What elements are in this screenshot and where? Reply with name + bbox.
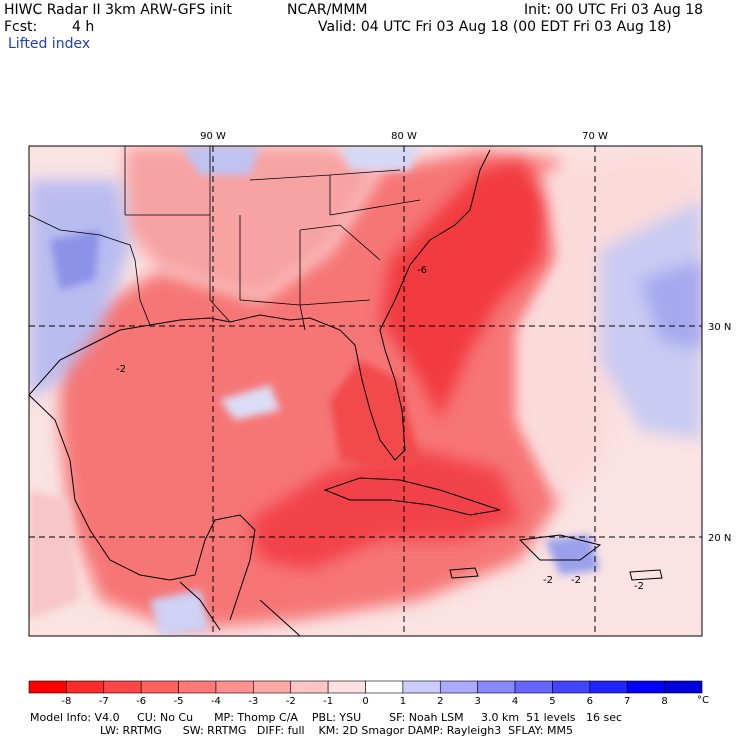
- lon-label-70w: 70 W: [582, 131, 608, 142]
- gulf-coast: [29, 149, 491, 461]
- colorbar-swatch: [66, 680, 105, 694]
- colorbar-swatch: [365, 680, 404, 694]
- colorbar-tick-label: 2: [437, 696, 443, 707]
- lon-label-90w: 90 W: [200, 131, 226, 142]
- colorbar-swatch: [290, 680, 329, 694]
- colorbar-swatch: [402, 680, 441, 694]
- contour-label: -2: [634, 581, 644, 592]
- colorbar-tick-label: 4: [512, 696, 518, 707]
- graticule: [29, 146, 702, 636]
- contour-label: -2: [116, 364, 126, 375]
- colorbar-swatch: [327, 680, 366, 694]
- colorbar-swatch: [589, 680, 628, 694]
- colorbar-tick-label: 5: [549, 696, 555, 707]
- contour-labels: -2 -6 -2 -2 -2: [116, 265, 644, 592]
- colorbar-tick-label: -3: [248, 696, 258, 707]
- state-borders-north: [209, 146, 401, 215]
- colorbar-swatches: [28, 680, 703, 694]
- colorbar-tick-label: -6: [136, 696, 146, 707]
- instability-zone-light-north: [125, 146, 380, 300]
- stable-zone-mexico: [29, 490, 80, 620]
- stable-zone-central-america: [150, 590, 210, 636]
- stable-zone-east-ocean: [600, 200, 702, 440]
- colorbar-tick-label: 7: [624, 696, 630, 707]
- stable-zone-hispaniola: [545, 535, 600, 575]
- stable-zone-east-ocean-core: [640, 260, 702, 350]
- colorbar-tick-label: -2: [286, 696, 296, 707]
- coastlines: [29, 149, 663, 636]
- colorbar-tick-label: 1: [400, 696, 406, 707]
- colorbar-swatch: [439, 680, 478, 694]
- puerto-rico-coast: [629, 569, 663, 581]
- colorbar-tick-label: -8: [61, 696, 71, 707]
- instability-zone-strong-caribbean: [250, 450, 520, 570]
- stable-zone-north: [180, 146, 260, 175]
- colorbar-swatch: [477, 680, 516, 694]
- colorbar-tick-label: 6: [587, 696, 593, 707]
- colorbar-tick-label: 8: [661, 696, 667, 707]
- colorbar-unit: °C: [697, 695, 709, 706]
- contour-label: -2: [543, 575, 553, 586]
- forecast-hour: 4 h: [72, 19, 95, 35]
- colorbar-tick-label: 3: [474, 696, 480, 707]
- colorbar-swatch: [514, 680, 553, 694]
- valid-time: Valid: 04 UTC Fri 03 Aug 18 (00 EDT Fri …: [318, 19, 672, 35]
- colorbar-ticks: -8 -7 -6 -5 -4 -3 -2 -1 0 1 2 3 4 5 6 7 8: [61, 696, 667, 707]
- colorbar-swatch: [664, 680, 703, 694]
- map-frame: [28, 145, 703, 637]
- forecast-label: Fcst:: [4, 19, 38, 35]
- footer-model-info: Model Info: V4.0 CU: No Cu MP: Thomp C/A…: [30, 711, 623, 724]
- colorbar-swatch: [552, 680, 591, 694]
- colorbar-swatch: [140, 680, 179, 694]
- field-shading: [29, 146, 702, 636]
- instability-zone-strong-gulf: [330, 360, 420, 470]
- stable-zone-west: [29, 180, 130, 400]
- colorbar-tick-label: -4: [211, 696, 221, 707]
- colorbar-swatch: [178, 680, 217, 694]
- colorbar-swatch: [28, 680, 67, 694]
- colorbar-tick-label: -7: [99, 696, 109, 707]
- colorbar-tick-label: -5: [174, 696, 184, 707]
- lat-label-20n: 20 N: [708, 533, 731, 544]
- colorbar-swatch: [253, 680, 292, 694]
- stable-zone-ohio: [340, 146, 420, 170]
- political-borders: [29, 146, 421, 331]
- stable-zone-gulf-pocket: [220, 385, 280, 420]
- us-mexico-border: [29, 214, 151, 326]
- colorbar-tick-label: -1: [323, 696, 333, 707]
- stable-zone-west-core: [50, 230, 100, 290]
- axis-labels: 90 W 80 W 70 W 30 N 20 N: [200, 131, 731, 544]
- colorbar-swatch: [626, 680, 665, 694]
- footer-physics-info: LW: RRTMG SW: RRTMG DIFF: full KM: 2D Sm…: [100, 724, 573, 737]
- contour-label: -2: [571, 575, 581, 586]
- colorbar-swatch: [215, 680, 254, 694]
- organization-label: NCAR/MMM: [287, 2, 368, 18]
- lon-label-80w: 80 W: [391, 131, 417, 142]
- colorbar-tick-label: 0: [362, 696, 368, 707]
- cuba-coast: [323, 477, 501, 516]
- contour-label: -6: [417, 265, 427, 276]
- lat-label-30n: 30 N: [708, 322, 731, 333]
- init-time: Init: 00 UTC Fri 03 Aug 18: [524, 2, 704, 18]
- jamaica-coast: [449, 567, 479, 579]
- field-name: Lifted index: [8, 36, 91, 52]
- instability-zone-strong-atlantic: [380, 160, 550, 420]
- colorbar-swatch: [103, 680, 142, 694]
- mexico-coast: [29, 394, 256, 621]
- model-title: HIWC Radar II 3km ARW-GFS init: [4, 2, 232, 18]
- hispaniola-coast: [518, 534, 602, 561]
